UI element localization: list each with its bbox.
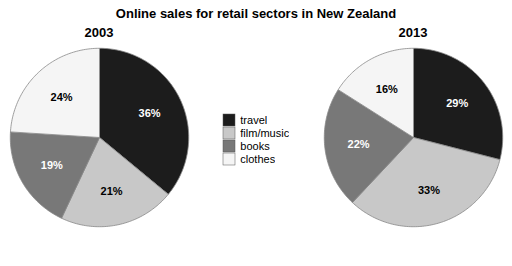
svg-text:33%: 33% <box>418 184 440 196</box>
html-text:film/music: film/music <box>240 127 290 140</box>
html-text:clothes: clothes <box>240 153 276 166</box>
svg-text:36%: 36% <box>139 107 161 119</box>
html-text:travel: travel <box>240 114 268 127</box>
svg-text:16%: 16% <box>376 83 398 95</box>
html-text:Online sales for retail sector: Online sales for retail sectors in New Z… <box>115 6 397 21</box>
html-text:2003: 2003 <box>84 25 114 40</box>
svg-text:21%: 21% <box>101 185 123 197</box>
html-text:2013: 2013 <box>398 25 428 40</box>
svg-text:19%: 19% <box>41 159 63 171</box>
svg-text:24%: 24% <box>51 91 73 103</box>
html-text:books: books <box>240 140 270 153</box>
svg-text:29%: 29% <box>446 97 468 109</box>
svg-text:22%: 22% <box>348 138 370 150</box>
